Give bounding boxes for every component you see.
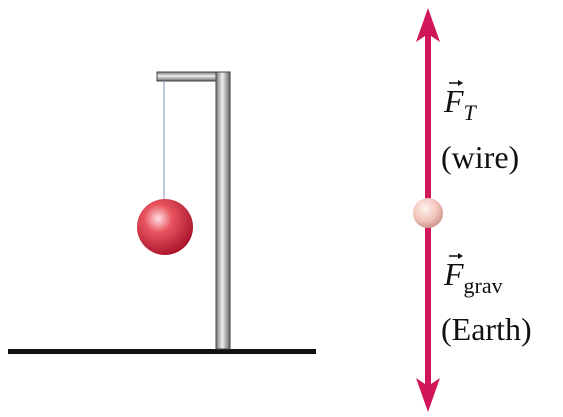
gravity-label: Fgrav (443, 256, 503, 298)
symbol: F (443, 256, 464, 292)
tension-source: (wire) (441, 139, 519, 175)
ground (8, 349, 316, 354)
symbol: F (443, 83, 464, 119)
ball (137, 199, 193, 255)
subscript: T (464, 100, 478, 125)
diagram: FT (wire) Fgrav (Earth) (0, 0, 563, 417)
gravity-source: (Earth) (441, 311, 532, 347)
body-point (413, 198, 443, 228)
subscript: grav (464, 273, 503, 298)
tension-label: FT (443, 83, 478, 125)
stand-post (216, 72, 230, 349)
